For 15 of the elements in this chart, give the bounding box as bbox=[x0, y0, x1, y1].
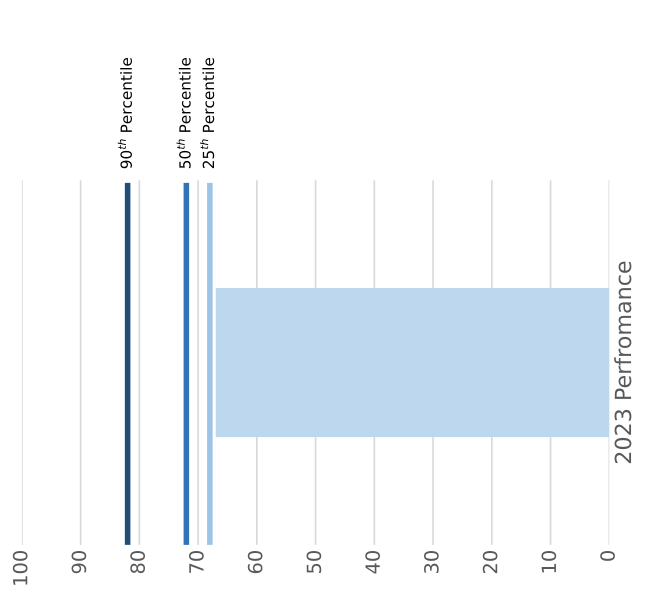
y-tick-label: 2023 Perfromance bbox=[614, 262, 632, 464]
ref-line-label: 90$^{th}$ Percentile bbox=[118, 58, 132, 168]
x-tick-label: 40 bbox=[365, 551, 380, 574]
x-tick-label: 100 bbox=[12, 551, 28, 585]
ref-line-label: 50$^{th}$ Percentile bbox=[176, 58, 191, 168]
x-tick-label: 60 bbox=[248, 551, 262, 574]
x-tick-label: 20 bbox=[482, 551, 498, 574]
x-tick-label: 90 bbox=[72, 551, 86, 574]
x-tick-label: 80 bbox=[130, 551, 146, 574]
ref-line-label: 25$^{th}$ Percentile bbox=[200, 58, 214, 168]
x-tick-label: 30 bbox=[424, 551, 439, 574]
x-tick-label: 50 bbox=[306, 551, 322, 573]
x-tick-label: 10 bbox=[541, 551, 556, 572]
x-tick-label: 0 bbox=[600, 551, 615, 561]
x-tick-label: 70 bbox=[189, 551, 204, 573]
